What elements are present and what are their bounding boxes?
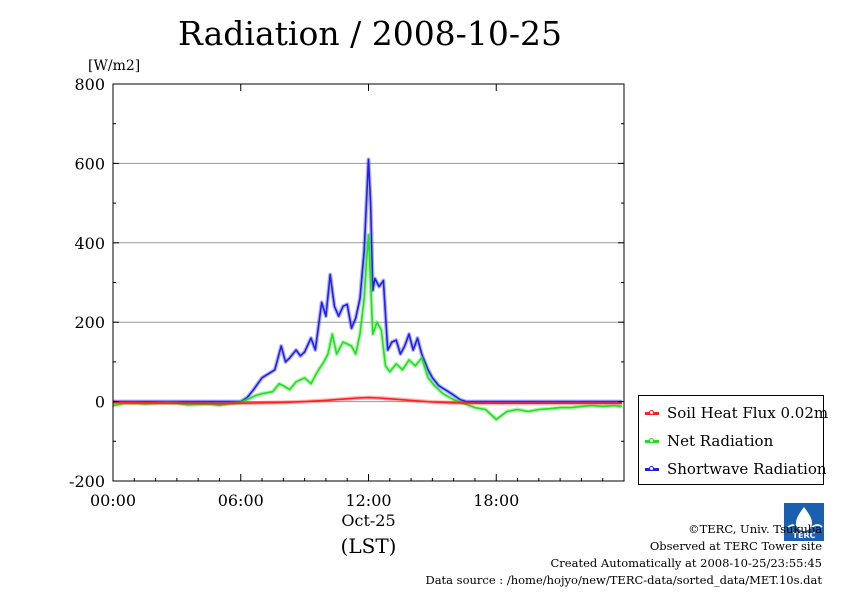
footer-created: Created Automatically at 2008-10-25/23:5…: [550, 556, 823, 570]
x-tick-label: 06:00: [218, 491, 264, 510]
tick-labels: -200 0 200 400 600 800 00:00 06:00 12:00 18:00: [69, 75, 519, 510]
y-tick-label: 800: [74, 75, 105, 94]
y-tick-label: 400: [74, 234, 105, 253]
series-group: [112, 157, 623, 422]
legend-swatch-soil-heat-flux: [645, 409, 659, 415]
chart-title: Radiation / 2008-10-25: [178, 14, 562, 53]
y-tick-label: 0: [95, 393, 105, 412]
y-axis-label: [W/m2]: [88, 58, 140, 74]
x-tick-label: 18:00: [473, 491, 519, 510]
plot-frame: [112, 83, 625, 482]
x-axis-timezone-label: (LST): [341, 534, 397, 558]
footer-copyright: ©TERC, Univ. Tsukuba: [688, 522, 822, 536]
series-line-shortwave-radiation: [113, 158, 622, 403]
x-tick-label: 12:00: [345, 491, 391, 510]
legend-swatch-shortwave-radiation: [645, 465, 659, 471]
legend-swatch-net-radiation: [645, 437, 659, 443]
logo-text: TERC: [793, 531, 816, 540]
chart-legend: Soil Heat Flux 0.02m Net Radiation Short…: [638, 395, 828, 485]
series-line-soil-heat-flux-0-02m: [112, 396, 622, 405]
footer-source: Data source : /home/hojyo/new/TERC-data/…: [425, 573, 822, 587]
y-tick-label: -200: [69, 472, 105, 491]
axis-ticks: [112, 83, 624, 482]
legend-item-soil-heat-flux: Soil Heat Flux 0.02m: [645, 403, 828, 423]
legend-item-shortwave-radiation: Shortwave Radiation: [645, 459, 827, 479]
y-tick-label: 200: [74, 313, 105, 332]
series-halo-net-radiation: [112, 232, 623, 422]
x-tick-label: 00:00: [90, 491, 136, 510]
y-tick-label: 600: [74, 154, 105, 173]
footer-site: Observed at TERC Tower site: [649, 539, 822, 553]
legend-label-soil-heat-flux: Soil Heat Flux 0.02m: [667, 404, 829, 422]
legend-label-net-radiation: Net Radiation: [667, 432, 774, 450]
terc-logo-icon: TERC: [784, 503, 824, 541]
legend-label-shortwave-radiation: Shortwave Radiation: [667, 460, 827, 478]
x-axis-date-label: Oct-25: [341, 511, 395, 530]
legend-item-net-radiation: Net Radiation: [645, 431, 773, 451]
